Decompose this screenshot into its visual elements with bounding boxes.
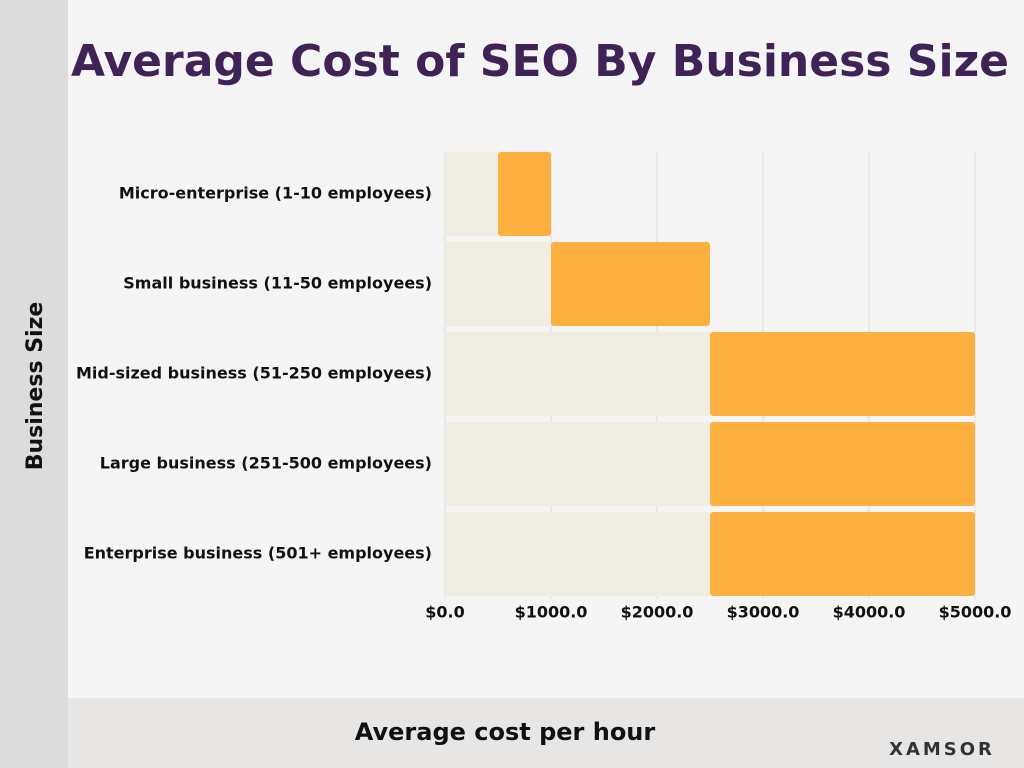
bottom-band <box>68 698 1024 768</box>
side-band <box>0 0 68 768</box>
y-axis-label: Business Size <box>23 302 48 471</box>
bar-segment <box>445 152 498 236</box>
x-tick-label: $3000.0 <box>727 603 800 622</box>
bar-segment <box>710 332 975 416</box>
y-tick-label: Mid-sized business (51-250 employees) <box>76 364 432 383</box>
x-tick-label: $5000.0 <box>939 603 1012 622</box>
x-tick-label: $2000.0 <box>621 603 694 622</box>
chart-title: Average Cost of SEO By Business Size <box>71 36 1009 87</box>
bar-segment <box>445 242 551 326</box>
bar-segment <box>445 512 710 596</box>
bar-segment <box>445 332 710 416</box>
y-tick-label: Enterprise business (501+ employees) <box>84 544 432 563</box>
y-tick-label: Micro-enterprise (1-10 employees) <box>119 184 432 203</box>
bar-segment <box>498 152 551 236</box>
y-tick-label: Large business (251-500 employees) <box>100 454 432 473</box>
bar-segment <box>445 422 710 506</box>
plot-area: $0.0 $1000.0 $2000.0 $3000.0 $4000.0 $5000.0 M… <box>76 152 1011 622</box>
bar-segment <box>710 422 975 506</box>
x-tick-label: $0.0 <box>425 603 464 622</box>
brand-logo: XAMSOR <box>889 739 995 760</box>
bar-segment <box>551 242 710 326</box>
y-tick-label: Small business (11-50 employees) <box>123 274 432 293</box>
x-tick-label: $1000.0 <box>515 603 588 622</box>
bar-segment <box>710 512 975 596</box>
x-axis-label: Average cost per hour <box>355 718 656 746</box>
x-tick-label: $4000.0 <box>833 603 906 622</box>
